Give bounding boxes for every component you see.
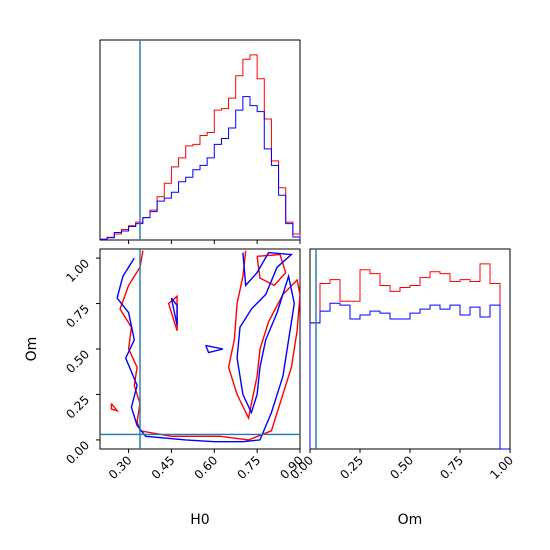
- tick-label-h0: 0.75: [234, 453, 263, 482]
- x-axis-label-h0: H0: [190, 512, 209, 528]
- contour-red-1: [256, 253, 287, 287]
- tick-label-om-bottom: 0.75: [437, 453, 466, 482]
- contour-blue-1: [170, 297, 178, 326]
- tick-label-om-bottom: 1.00: [487, 453, 516, 482]
- contour-red-2: [167, 294, 178, 332]
- tick-label-om-left: 0.75: [63, 302, 92, 331]
- tick-label-om-bottom: 0.25: [337, 453, 366, 482]
- panel-h0-histogram-frame: [99, 39, 301, 241]
- contour-red-0: [119, 250, 300, 441]
- tick-label-h0: 0.60: [192, 453, 221, 482]
- tick-label-om-left: 1.00: [63, 256, 92, 285]
- tick-label-om-left: 0.00: [63, 438, 92, 467]
- contour-blue-2: [205, 344, 224, 354]
- tick-label-h0: 0.30: [106, 453, 135, 482]
- histogram-h0-series-red: [99, 54, 301, 240]
- contour-red-3: [110, 403, 120, 413]
- histogram-om-series-blue: [309, 302, 510, 450]
- tick-label-om-left: 0.25: [63, 393, 92, 422]
- tick-label-om-left: 0.50: [63, 347, 92, 376]
- tick-label-h0: 0.45: [149, 453, 178, 482]
- tick-labels: 0.30 0.45 0.60 0.75 0.900.000.000.250.250.50…: [63, 240, 516, 482]
- contour-blue-0: [116, 251, 296, 443]
- histogram-h0-series-blue: [99, 96, 301, 240]
- chart-marks: [99, 40, 510, 450]
- x-axis-label-om: Om: [398, 512, 423, 528]
- tick-label-om-bottom: 0.50: [387, 453, 416, 482]
- histogram-om-series-red: [309, 263, 510, 450]
- y-axis-label-om: Om: [24, 337, 40, 362]
